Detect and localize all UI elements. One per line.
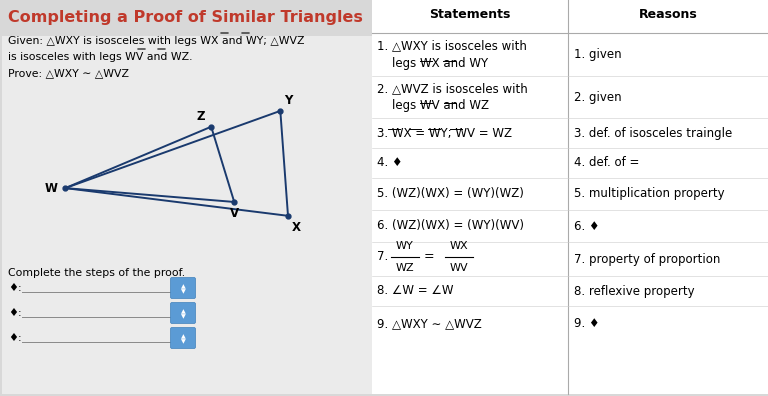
Text: is isosceles with legs WV and WZ.: is isosceles with legs WV and WZ. (8, 52, 193, 62)
Text: 6. ♦: 6. ♦ (574, 219, 600, 232)
Text: 3. def. of isosceles traingle: 3. def. of isosceles traingle (574, 126, 732, 139)
Text: ♦:: ♦: (8, 283, 22, 293)
Text: 4. def. of =: 4. def. of = (574, 156, 640, 169)
Text: 2. △WVZ is isosceles with
    legs WV and WZ: 2. △WVZ is isosceles with legs WV and WZ (377, 82, 528, 112)
Text: 6. (WZ)(WX) = (WY)(WV): 6. (WZ)(WX) = (WY)(WV) (377, 219, 524, 232)
Text: Prove: △WXY ∼ △WVZ: Prove: △WXY ∼ △WVZ (8, 68, 129, 78)
Text: Complete the steps of the proof.: Complete the steps of the proof. (8, 268, 185, 278)
Text: =: = (424, 251, 435, 263)
Text: 8. ∠W = ∠W: 8. ∠W = ∠W (377, 284, 453, 297)
Text: X: X (292, 221, 300, 234)
Text: ▼: ▼ (180, 289, 185, 295)
Text: 1. given: 1. given (574, 48, 621, 61)
Text: Completing a Proof of Similar Triangles: Completing a Proof of Similar Triangles (8, 10, 362, 25)
Text: Given: △WXY is isosceles with legs WX and WY; △WVZ: Given: △WXY is isosceles with legs WX an… (8, 36, 304, 46)
Text: ▲: ▲ (180, 310, 185, 314)
Text: 2. given: 2. given (574, 91, 621, 103)
Text: ▲: ▲ (180, 335, 185, 339)
Text: 4. ♦: 4. ♦ (377, 156, 402, 169)
Text: ▼: ▼ (180, 339, 185, 345)
Text: 7.: 7. (377, 251, 389, 263)
Text: Y: Y (284, 94, 293, 107)
Text: ♦:: ♦: (8, 333, 22, 343)
Text: 5. (WZ)(WX) = (WY)(WZ): 5. (WZ)(WX) = (WY)(WZ) (377, 187, 524, 200)
Text: 8. reflexive property: 8. reflexive property (574, 284, 694, 297)
Text: WV: WV (450, 263, 468, 273)
FancyBboxPatch shape (170, 327, 196, 348)
Text: WY: WY (396, 241, 414, 251)
Text: 1. △WXY is isosceles with
    legs WX and WY: 1. △WXY is isosceles with legs WX and WY (377, 39, 527, 70)
Text: Statements: Statements (429, 8, 511, 21)
Text: WZ: WZ (396, 263, 414, 273)
Text: 5. multiplication property: 5. multiplication property (574, 187, 725, 200)
Text: ▲: ▲ (180, 284, 185, 289)
FancyBboxPatch shape (2, 36, 372, 394)
FancyBboxPatch shape (372, 0, 768, 394)
Text: Reasons: Reasons (639, 8, 697, 21)
Text: 9. △WXY ∼ △WVZ: 9. △WXY ∼ △WVZ (377, 317, 482, 330)
Text: 3. WX = WY; WV = WZ: 3. WX = WY; WV = WZ (377, 126, 512, 139)
Text: WX: WX (450, 241, 468, 251)
Text: ▼: ▼ (180, 314, 185, 320)
Text: 9. ♦: 9. ♦ (574, 317, 600, 330)
Text: 7. property of proportion: 7. property of proportion (574, 253, 720, 265)
FancyBboxPatch shape (170, 303, 196, 324)
Text: V: V (230, 208, 239, 221)
Text: W: W (45, 182, 58, 194)
Text: ♦:: ♦: (8, 308, 22, 318)
Text: Z: Z (197, 110, 206, 123)
FancyBboxPatch shape (170, 278, 196, 299)
